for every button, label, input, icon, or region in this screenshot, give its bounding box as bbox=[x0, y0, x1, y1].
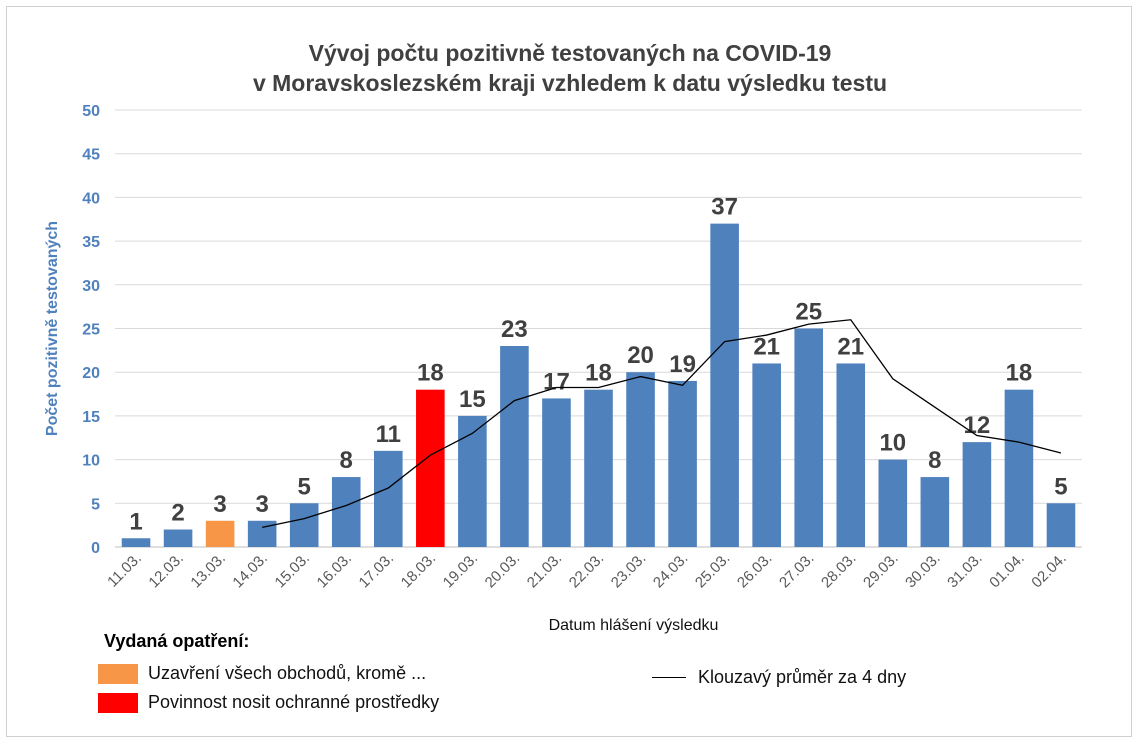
x-tick-label: 16.03. bbox=[314, 550, 356, 592]
y-tick-label: 50 bbox=[82, 103, 100, 120]
bar bbox=[920, 477, 950, 547]
x-tick-label: 23.03. bbox=[608, 550, 650, 592]
x-tick-label: 27.03. bbox=[776, 550, 818, 592]
y-tick-label: 20 bbox=[82, 365, 100, 382]
x-tick-label: 31.03. bbox=[944, 550, 986, 592]
y-tick-label: 45 bbox=[82, 147, 100, 164]
x-tick-label: 19.03. bbox=[440, 550, 482, 592]
x-tick-label: 01.04. bbox=[986, 550, 1028, 592]
bar bbox=[878, 459, 908, 547]
bar-value-label: 15 bbox=[459, 386, 486, 413]
chart-frame bbox=[6, 6, 1132, 737]
bar-value-label: 19 bbox=[669, 351, 696, 378]
bar-value-label: 5 bbox=[1054, 473, 1067, 500]
bar-value-label: 5 bbox=[298, 473, 311, 500]
bar bbox=[331, 477, 361, 547]
x-tick-label: 11.03. bbox=[104, 550, 145, 591]
bar bbox=[626, 372, 655, 547]
bar-value-label: 20 bbox=[627, 342, 654, 369]
bar bbox=[752, 363, 781, 547]
x-tick-label: 21.03. bbox=[524, 550, 566, 592]
bar bbox=[373, 450, 403, 547]
legend-red-label: Povinnost nosit ochranné prostředky bbox=[148, 692, 440, 712]
bar-value-label: 18 bbox=[417, 360, 444, 387]
bar bbox=[836, 363, 866, 547]
bar-value-label: 17 bbox=[543, 368, 570, 395]
bar bbox=[542, 398, 571, 547]
legend-line-label: Klouzavý průměr za 4 dny bbox=[698, 667, 907, 687]
bar bbox=[1004, 389, 1034, 547]
red-swatch bbox=[98, 692, 138, 713]
x-tick-label: 20.03. bbox=[482, 550, 524, 592]
bar-value-label: 18 bbox=[585, 360, 612, 387]
x-tick-label: 02.04. bbox=[1028, 550, 1070, 592]
legend-title: Vydaná opatření: bbox=[104, 631, 250, 651]
x-tick-label: 24.03. bbox=[650, 550, 692, 592]
bar bbox=[416, 389, 445, 547]
y-tick-label: 15 bbox=[82, 409, 100, 426]
x-tick-label: 26.03. bbox=[734, 550, 776, 592]
bar-value-label: 23 bbox=[501, 316, 528, 343]
chart-title: Vývoj počtu pozitivně testovaných na COV… bbox=[0, 38, 1140, 98]
y-axis-label: Počet pozitivně testovaných bbox=[44, 221, 61, 436]
bar-value-label: 25 bbox=[795, 299, 822, 326]
orange-swatch bbox=[98, 663, 138, 684]
bar-value-label: 21 bbox=[753, 333, 780, 360]
bar bbox=[962, 442, 992, 547]
line-swatch bbox=[652, 677, 686, 678]
x-tick-label: 18.03. bbox=[398, 550, 440, 592]
x-tick-label: 15.03. bbox=[272, 550, 314, 592]
x-tick-label: 13.03. bbox=[187, 550, 229, 592]
bar-value-label: 3 bbox=[255, 491, 268, 518]
x-tick-label: 22.03. bbox=[566, 550, 608, 592]
bar bbox=[668, 380, 697, 547]
bar-value-label: 18 bbox=[1006, 360, 1033, 387]
bar-value-label: 8 bbox=[340, 447, 353, 474]
bar-value-label: 2 bbox=[171, 500, 184, 527]
bar-value-label: 1 bbox=[129, 508, 142, 535]
chart-title-line2: v Moravskoslezském kraji vzhledem k datu… bbox=[252, 70, 888, 96]
legend-orange-label: Uzavření všech obchodů, kromě ... bbox=[148, 663, 427, 683]
bar bbox=[163, 529, 193, 547]
legend-item-red: Povinnost nosit ochranné prostředky bbox=[98, 692, 439, 713]
x-tick-label: 28.03. bbox=[818, 550, 860, 592]
y-tick-label: 25 bbox=[82, 322, 100, 339]
legend-item-line: Klouzavý průměr za 4 dny bbox=[652, 667, 906, 688]
y-tick-label: 35 bbox=[82, 234, 100, 251]
moving-average-line bbox=[262, 319, 1062, 528]
bar-value-label: 8 bbox=[928, 447, 941, 474]
bar-value-label: 11 bbox=[376, 421, 401, 448]
bar bbox=[794, 328, 824, 547]
bar bbox=[289, 503, 319, 547]
bar-value-label: 3 bbox=[213, 491, 226, 518]
bar-value-label: 10 bbox=[879, 430, 906, 457]
x-tick-label: 12.03. bbox=[145, 550, 187, 592]
x-axis-label: Datum hlášení výsledku bbox=[549, 617, 719, 634]
legend-item-orange: Uzavření všech obchodů, kromě ... bbox=[98, 663, 426, 684]
chart-title-line1: Vývoj počtu pozitivně testovaných na COV… bbox=[308, 40, 832, 66]
bar-value-label: 37 bbox=[711, 194, 738, 221]
bar bbox=[205, 520, 235, 547]
bar bbox=[500, 345, 529, 547]
x-tick-label: 25.03. bbox=[692, 550, 734, 592]
x-tick-label: 29.03. bbox=[860, 550, 902, 592]
x-tick-label: 30.03. bbox=[902, 550, 944, 592]
bar bbox=[458, 415, 487, 547]
bar bbox=[121, 538, 151, 547]
bar-value-label: 21 bbox=[837, 333, 864, 360]
y-tick-label: 10 bbox=[82, 453, 100, 470]
bar bbox=[584, 389, 613, 547]
bar-value-label: 12 bbox=[964, 412, 991, 439]
y-tick-label: 40 bbox=[82, 190, 100, 207]
x-tick-label: 17.03. bbox=[356, 550, 398, 592]
bar bbox=[1046, 503, 1076, 547]
bar bbox=[710, 223, 739, 547]
y-tick-label: 30 bbox=[82, 278, 100, 295]
x-tick-label: 14.03. bbox=[229, 550, 271, 592]
y-tick-label: 0 bbox=[91, 540, 100, 557]
y-tick-label: 5 bbox=[91, 496, 100, 513]
